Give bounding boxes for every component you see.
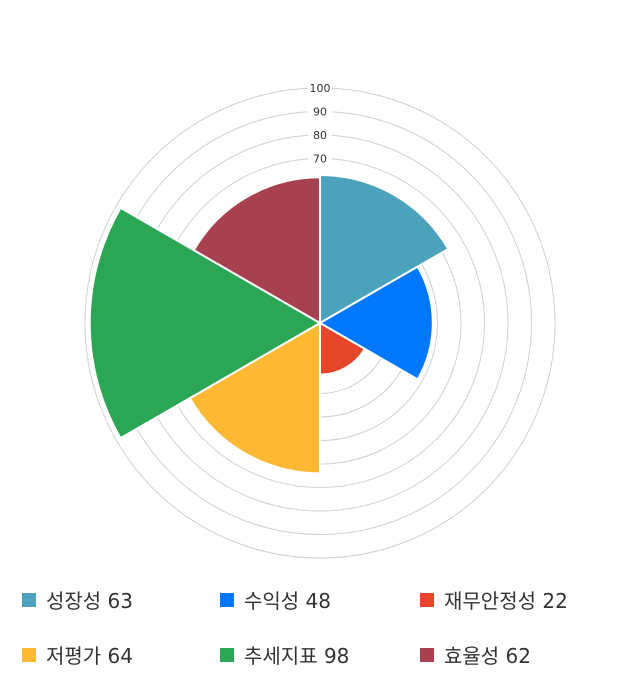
tick-bg — [308, 152, 332, 165]
legend-item[interactable]: 추세지표 98 — [220, 640, 349, 669]
legend-swatch — [22, 647, 36, 662]
sector-성장성[interactable] — [319, 173, 450, 325]
legend-item[interactable]: 재무안정성 22 — [420, 585, 568, 614]
legend-swatch — [220, 647, 234, 662]
legend-label: 재무안정성 22 — [444, 589, 568, 613]
legend-item[interactable]: 성장성 63 — [22, 585, 133, 614]
polar-area-chart: 70 80 90 100 — [84, 82, 556, 559]
sector-재무안정성[interactable] — [319, 321, 367, 376]
legend-item[interactable]: 수익성 48 — [220, 585, 331, 614]
legend-label: 수익성 48 — [244, 589, 332, 613]
legend-item[interactable]: 효율성 62 — [420, 640, 531, 669]
sector-추세지표[interactable] — [88, 206, 323, 440]
legend-swatch — [220, 592, 234, 607]
legend-label: 추세지표 98 — [244, 644, 350, 668]
sector-수익성[interactable] — [317, 265, 434, 381]
legend-label: 효율성 62 — [444, 644, 532, 668]
tick-bg — [308, 82, 332, 94]
sector-효율성[interactable] — [192, 176, 321, 325]
legend-swatch — [420, 592, 434, 607]
tick-label: 80 — [313, 129, 327, 142]
legend-swatch — [22, 592, 36, 607]
legend-swatch — [420, 647, 434, 662]
tick-label: 90 — [313, 106, 327, 119]
tick-bg — [308, 105, 332, 118]
legend-label: 성장성 63 — [46, 589, 134, 613]
sector-저평가[interactable] — [188, 321, 321, 475]
legend-label: 저평가 64 — [46, 644, 134, 668]
tick-label: 70 — [313, 153, 327, 166]
tick-bg — [308, 129, 332, 141]
legend-item[interactable]: 저평가 64 — [22, 640, 133, 669]
tick-label: 100 — [310, 82, 331, 95]
